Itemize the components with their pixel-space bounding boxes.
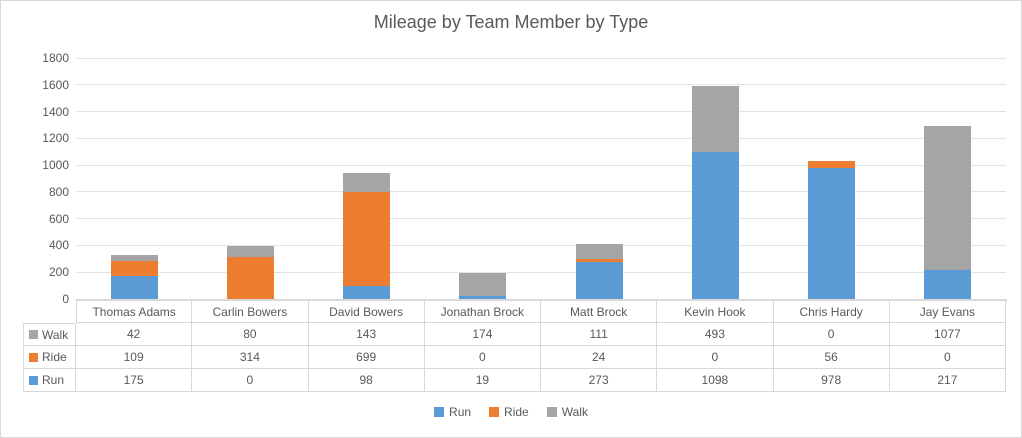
table-value-cell[interactable]: 19 <box>424 369 541 392</box>
y-axis-tick-label: 400 <box>48 238 69 253</box>
x-axis-tick <box>1005 299 1007 302</box>
gridline <box>76 164 1006 166</box>
table-value-cell[interactable]: 493 <box>657 323 774 346</box>
bar-segment-run[interactable] <box>808 168 856 299</box>
table-value-cell[interactable]: 0 <box>424 346 541 369</box>
legend-label: Walk <box>561 405 588 419</box>
bar-segment-ride[interactable] <box>808 160 856 169</box>
table-value-cell[interactable]: 98 <box>308 369 425 392</box>
y-axis-tick-label: 200 <box>48 265 69 280</box>
gridline <box>76 218 1006 220</box>
table-value-cell[interactable]: 0 <box>889 346 1006 369</box>
table-value-cell[interactable]: 174 <box>424 323 541 346</box>
y-axis-tick-label: 0 <box>62 292 69 306</box>
legend-item-run[interactable]: Run <box>434 405 471 419</box>
series-key-label: Walk <box>42 327 69 342</box>
bar-segment-run[interactable] <box>924 269 972 299</box>
series-key-label: Ride <box>42 350 67 364</box>
table-value-cell[interactable]: 1077 <box>889 323 1006 346</box>
table-value-cell[interactable]: 0 <box>657 346 774 369</box>
table-value-cell[interactable]: 111 <box>541 323 658 346</box>
chart-title: Mileage by Team Member by Type <box>373 12 649 32</box>
bar-segment-run[interactable] <box>575 262 623 299</box>
series-key-swatch-run <box>29 375 38 385</box>
table-value-cell[interactable]: 1098 <box>657 369 774 392</box>
table-header-cell[interactable]: Matt Brock <box>541 300 658 323</box>
gridline <box>76 244 1006 246</box>
table-value-cell[interactable]: 0 <box>773 323 890 346</box>
y-axis-tick-label: 1200 <box>42 131 69 146</box>
legend-item-ride[interactable]: Ride <box>489 405 529 419</box>
legend-label: Ride <box>504 405 529 419</box>
bar-segment-run[interactable] <box>343 285 391 299</box>
table-value-cell[interactable]: 978 <box>773 369 890 392</box>
table-row-key-walk[interactable]: Walk <box>23 323 76 346</box>
series-key-swatch-walk <box>29 330 38 339</box>
chart-legend: Run Ride Walk <box>1 405 1021 419</box>
gridline <box>76 191 1006 193</box>
bar-segment-walk[interactable] <box>575 244 623 260</box>
table-header-cell[interactable]: Jay Evans <box>889 300 1006 323</box>
bar-segment-walk[interactable] <box>459 273 507 297</box>
table-header-cell[interactable]: Chris Hardy <box>773 300 890 323</box>
bar-segment-run[interactable] <box>691 151 739 299</box>
series-key-label: Run <box>42 373 65 387</box>
gridline <box>76 84 1006 86</box>
table-value-cell[interactable]: 0 <box>192 369 309 392</box>
bar-segment-walk[interactable] <box>110 255 158 261</box>
y-axis-tick-label: 800 <box>48 184 69 199</box>
gridline <box>76 111 1006 113</box>
table-value-cell[interactable]: 175 <box>76 369 193 392</box>
gridline <box>76 271 1006 273</box>
table-value-cell[interactable]: 56 <box>773 346 890 369</box>
y-axis-tick-label: 1000 <box>42 158 69 173</box>
table-row-key-ride[interactable]: Ride <box>23 346 76 369</box>
table-value-cell[interactable]: 24 <box>541 346 658 369</box>
gridline <box>76 137 1006 139</box>
table-value-cell[interactable]: 217 <box>889 369 1006 392</box>
table-value-cell[interactable]: 699 <box>308 346 425 369</box>
bar-segment-walk[interactable] <box>924 125 972 270</box>
bar-segment-ride[interactable] <box>575 259 623 263</box>
table-header-cell[interactable]: David Bowers <box>308 300 425 323</box>
bar-segment-run[interactable] <box>110 275 158 299</box>
legend-swatch-run <box>434 407 445 417</box>
bar-segment-ride[interactable] <box>226 256 274 299</box>
y-axis-tick-label: 1400 <box>42 104 69 119</box>
table-header-cell[interactable]: Kevin Hook <box>657 300 774 323</box>
bar-segment-walk[interactable] <box>226 246 274 257</box>
table-header-cell[interactable]: Thomas Adams <box>76 300 193 323</box>
bar-segment-walk[interactable] <box>691 85 739 152</box>
bar-segment-ride[interactable] <box>343 192 391 286</box>
y-axis-tick-label: 600 <box>48 211 69 226</box>
bar-segment-ride[interactable] <box>110 260 158 276</box>
y-axis-tick-label: 1800 <box>42 51 69 65</box>
series-key-swatch-ride <box>29 352 38 362</box>
bar-segment-run[interactable] <box>459 296 507 299</box>
table-value-cell[interactable]: 314 <box>192 346 309 369</box>
table-value-cell[interactable]: 273 <box>541 369 658 392</box>
table-value-cell[interactable]: 42 <box>76 323 193 346</box>
gridline <box>76 57 1006 59</box>
table-header-cell[interactable]: Jonathan Brock <box>424 300 541 323</box>
legend-label: Run <box>449 405 472 419</box>
bar-segment-walk[interactable] <box>343 173 391 193</box>
table-value-cell[interactable]: 80 <box>192 323 309 346</box>
legend-swatch-walk <box>546 407 557 417</box>
table-value-cell[interactable]: 143 <box>308 323 425 346</box>
y-axis-tick-label: 1600 <box>42 77 69 92</box>
table-row-key-run[interactable]: Run <box>23 369 76 392</box>
legend-item-walk[interactable]: Walk <box>546 405 588 419</box>
table-header-cell[interactable]: Carlin Bowers <box>192 300 309 323</box>
legend-swatch-ride <box>489 407 500 417</box>
table-value-cell[interactable]: 109 <box>76 346 193 369</box>
